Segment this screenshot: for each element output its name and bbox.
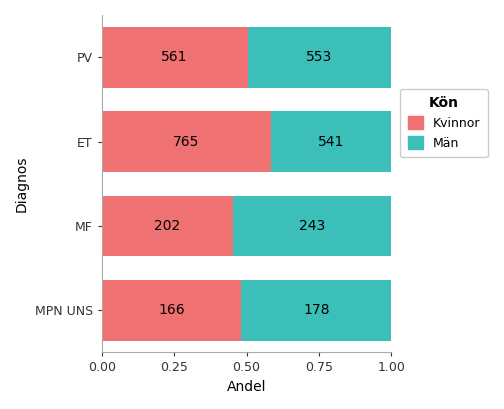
Text: 553: 553 bbox=[306, 50, 333, 64]
Text: 541: 541 bbox=[318, 135, 345, 148]
Text: 561: 561 bbox=[161, 50, 188, 64]
Y-axis label: Diagnos: Diagnos bbox=[15, 155, 29, 212]
Text: 202: 202 bbox=[154, 219, 180, 233]
Bar bbox=[241, 280, 391, 341]
Bar bbox=[102, 280, 241, 341]
Text: 166: 166 bbox=[158, 303, 185, 317]
Bar bbox=[271, 111, 391, 172]
Bar bbox=[102, 27, 247, 88]
Text: 243: 243 bbox=[299, 219, 326, 233]
Text: 765: 765 bbox=[173, 135, 200, 148]
Bar bbox=[233, 196, 391, 256]
Bar bbox=[247, 27, 391, 88]
Bar bbox=[102, 196, 233, 256]
Text: 178: 178 bbox=[303, 303, 330, 317]
Bar bbox=[102, 111, 271, 172]
Legend: Kvinnor, Män: Kvinnor, Män bbox=[401, 89, 488, 157]
X-axis label: Andel: Andel bbox=[227, 380, 266, 394]
